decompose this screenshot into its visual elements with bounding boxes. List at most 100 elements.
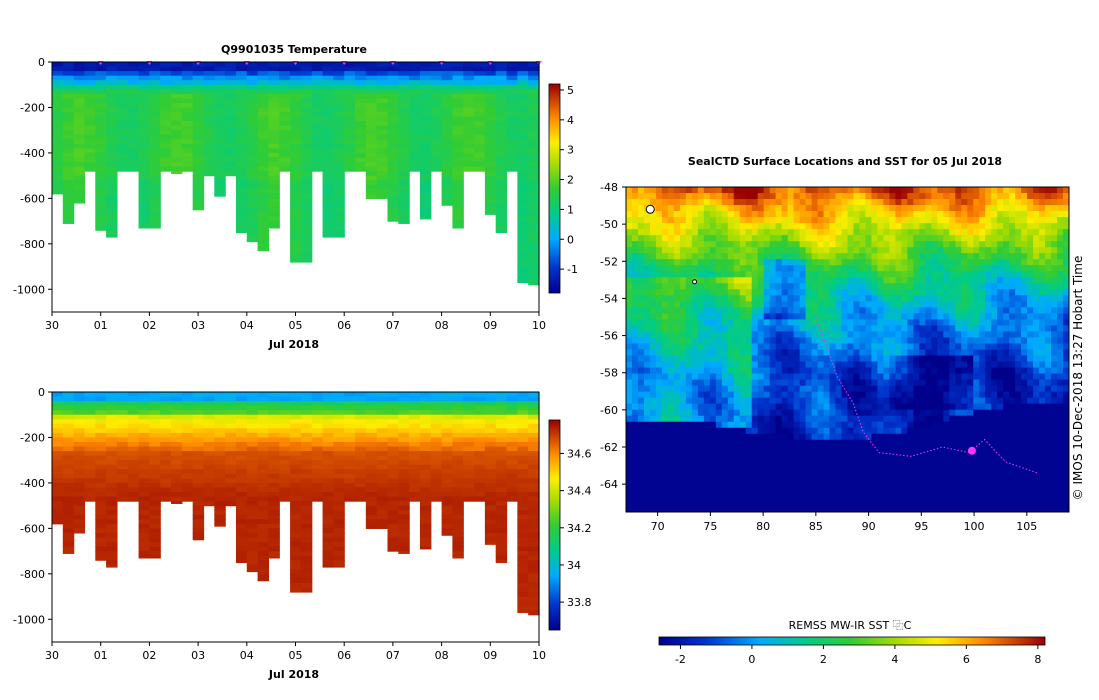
temp-cell	[409, 62, 421, 68]
sst-cell	[841, 307, 848, 314]
temp-cell	[73, 198, 86, 204]
temp-cell	[322, 184, 334, 190]
sal-cell	[235, 501, 248, 507]
sst-cell	[991, 319, 998, 326]
sst-cell	[829, 247, 837, 254]
sal-cell	[506, 442, 518, 448]
sal-cell	[484, 410, 497, 416]
sal-cell	[192, 464, 205, 470]
sal-cell	[398, 492, 410, 498]
sst-cell	[1027, 187, 1034, 194]
temp-cell	[268, 112, 280, 118]
temp-cell	[235, 116, 248, 122]
sal-cell	[52, 519, 64, 525]
sst-cell	[661, 343, 669, 350]
sal-cell	[279, 432, 291, 439]
sst-cell	[649, 331, 657, 338]
sal-cell	[52, 510, 64, 516]
sal-cell	[73, 455, 86, 461]
sal-cell	[62, 432, 75, 439]
sst-cell	[1009, 253, 1016, 260]
temp-cell	[290, 89, 302, 95]
temp-cell	[246, 221, 259, 227]
sal-cell	[409, 392, 421, 398]
temp-cell	[528, 121, 540, 127]
sal-cell	[398, 519, 410, 525]
temp-cell	[441, 62, 454, 68]
sal-cell	[235, 478, 248, 484]
temp-cell	[300, 234, 313, 240]
sst-cell	[847, 247, 854, 254]
sst-cell	[739, 283, 747, 290]
temp-cell	[528, 248, 540, 254]
temp-cell	[149, 175, 161, 181]
sst-cell	[979, 217, 986, 224]
temp-cell	[419, 66, 432, 72]
temp-cell	[517, 102, 529, 109]
sst-cell	[793, 217, 801, 224]
sst-cell	[817, 319, 825, 326]
sst-cell	[1057, 271, 1064, 278]
temp-cell	[95, 71, 107, 77]
temp-cell	[322, 139, 334, 145]
sal-cell	[484, 514, 497, 520]
sst-cell	[655, 217, 663, 224]
sal-cell	[430, 442, 443, 448]
sst-cell	[727, 337, 735, 344]
temp-cell	[430, 143, 443, 149]
sal-cell	[355, 487, 367, 493]
sal-cell	[495, 546, 508, 552]
sst-cell	[721, 343, 729, 350]
sst-cell	[637, 193, 645, 200]
temp-cell	[517, 148, 529, 154]
temp-cell	[138, 143, 150, 149]
sst-cell	[841, 193, 848, 200]
sal-cell	[300, 419, 313, 425]
temp-cell	[463, 148, 475, 154]
temp-cell	[419, 193, 432, 199]
sst-cell	[853, 307, 860, 314]
temp-cell	[181, 112, 194, 118]
sst-cell	[679, 313, 687, 320]
sst-cell	[1051, 229, 1058, 236]
sst-cell	[823, 229, 831, 236]
temp-cell	[355, 80, 367, 86]
temp-cell	[127, 93, 140, 99]
temp-cell	[171, 102, 183, 109]
sst-cell	[901, 265, 908, 272]
sal-cell	[322, 519, 334, 525]
sst-cell	[829, 331, 837, 338]
temp-cell	[279, 121, 291, 127]
temp-cell	[95, 175, 107, 181]
temp-cell	[419, 125, 432, 131]
temp-cell	[116, 84, 129, 90]
temp-cell	[149, 189, 161, 195]
sal-cell	[138, 442, 150, 448]
temp-cell	[409, 166, 421, 172]
sal-cell	[214, 514, 226, 520]
sst-cell	[751, 259, 759, 266]
sst-cell	[829, 301, 837, 308]
sst-cell	[1051, 331, 1058, 338]
sal-cell	[290, 578, 302, 584]
sst-cell	[859, 325, 866, 332]
sst-cell	[1045, 289, 1052, 296]
sal-cell	[387, 528, 399, 534]
temp-cell	[419, 175, 432, 181]
sst-cell	[709, 283, 717, 290]
sst-cell	[973, 205, 980, 212]
sal-cell	[203, 392, 215, 398]
temp-cell	[322, 98, 334, 104]
temp-cell	[441, 66, 454, 72]
temp-cell	[290, 243, 302, 249]
sst-cell	[895, 301, 902, 308]
sst-cell	[913, 259, 920, 266]
temp-cell	[160, 116, 172, 122]
sst-cell	[847, 319, 854, 326]
sal-cell	[452, 423, 464, 429]
temp-cell	[528, 148, 540, 154]
temp-cell	[192, 162, 205, 168]
temp-cell	[311, 130, 324, 136]
sst-cell	[655, 301, 663, 308]
sst-cell	[865, 289, 872, 296]
